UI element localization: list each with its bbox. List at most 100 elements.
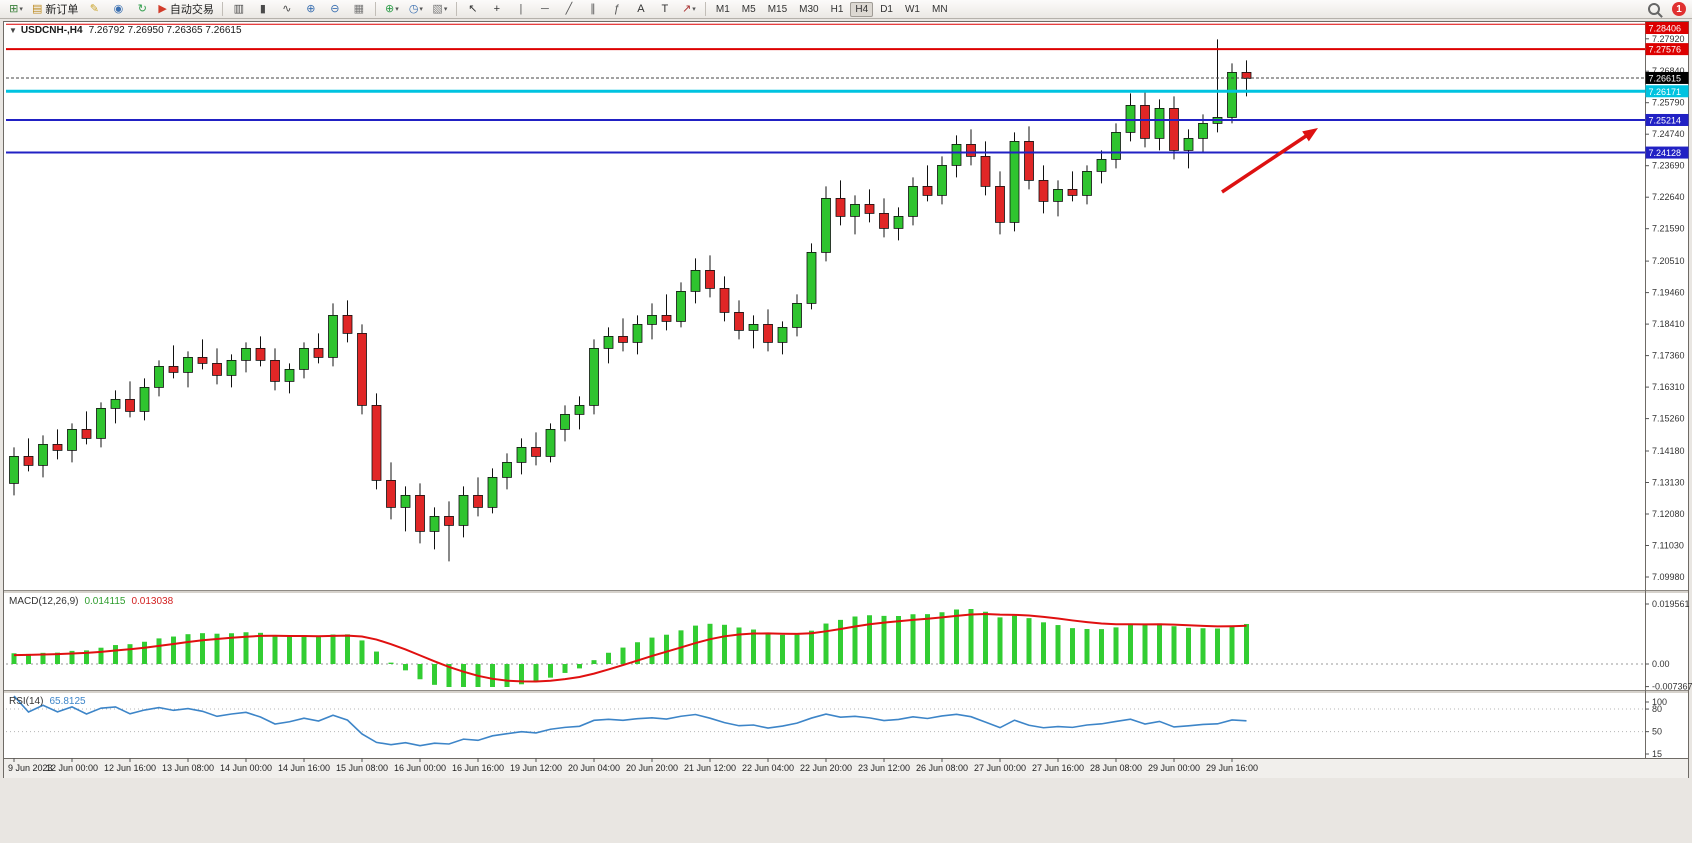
timeframe-d1[interactable]: D1 — [880, 3, 893, 15]
candle — [241, 347, 251, 361]
template-button[interactable]: ▧ ▾ — [429, 0, 451, 18]
timeframe-m15[interactable]: M15 — [767, 3, 788, 15]
arrow-annotation-shaft[interactable] — [1221, 131, 1312, 194]
crosshair-button[interactable]: + — [486, 0, 508, 18]
autotrading-icon: ▶ — [158, 2, 167, 15]
indicators-button[interactable]: ⊕ ▾ — [381, 0, 403, 18]
price-tag — [1645, 22, 1689, 34]
time-axis-label: 9 Jun 2023 — [8, 763, 53, 773]
time-axis-label: 12 Jun 16:00 — [104, 763, 156, 773]
candle — [1111, 131, 1121, 160]
rsi-axis-label: 50 — [1652, 727, 1662, 737]
indicators-icon: ⊕ — [385, 2, 395, 15]
candle — [676, 290, 686, 322]
candle — [908, 185, 918, 217]
timeframe-h1[interactable]: H1 — [830, 3, 844, 15]
autotrading-button-label: 自动交易 — [169, 4, 214, 16]
candle — [299, 347, 309, 370]
horizontal-line-button[interactable]: ─ — [534, 0, 556, 18]
label-button[interactable]: T — [654, 0, 676, 18]
candle — [473, 494, 483, 508]
price-tick-label: 7.16310 — [1652, 382, 1685, 392]
candle — [1067, 188, 1078, 196]
zoom-in-button[interactable]: ⊕ — [300, 0, 322, 18]
timeframe-mn[interactable]: MN — [931, 3, 948, 15]
candle — [183, 356, 193, 373]
price-tick-label: 7.18410 — [1652, 319, 1685, 329]
macd-signal-line — [13, 612, 1247, 683]
dropdown-arrow-icon: ▾ — [692, 6, 696, 13]
time-axis-label: 19 Jun 12:00 — [510, 763, 562, 773]
rsi-label: RSI(14) — [9, 696, 44, 707]
period-button[interactable]: ◷ ▾ — [405, 0, 427, 18]
bar-chart-button[interactable]: ▥ — [228, 0, 250, 18]
panel-splitter[interactable] — [4, 590, 1688, 594]
autotrading-button[interactable]: ▶ 自动交易 — [155, 0, 216, 18]
trendline-button[interactable]: ╱ — [558, 0, 580, 18]
timeframe-w1[interactable]: W1 — [904, 3, 920, 15]
candle — [1024, 140, 1034, 181]
zoom-out-button[interactable]: ⊖ — [324, 0, 346, 18]
timeframe-h4[interactable]: H4 — [850, 1, 874, 17]
price-tick-label: 7.22640 — [1652, 192, 1685, 202]
candle — [81, 428, 92, 439]
candle — [125, 398, 135, 412]
candle — [661, 314, 672, 322]
text-icon: A — [637, 2, 645, 15]
time-axis-label: 22 Jun 20:00 — [800, 763, 852, 773]
text-button[interactable]: A — [630, 0, 652, 18]
timeframe-m30[interactable]: M30 — [799, 3, 819, 15]
candle — [139, 386, 150, 412]
candle — [922, 185, 933, 196]
candle — [313, 347, 324, 358]
arrow-annotation-head[interactable] — [1302, 128, 1318, 142]
candle — [864, 203, 875, 214]
candle — [879, 212, 889, 229]
candle — [893, 215, 904, 229]
profiles-button[interactable]: ✎ — [83, 0, 105, 18]
timeframe-m5[interactable]: M5 — [741, 3, 756, 15]
collapse-icon[interactable]: ▼ — [9, 26, 17, 35]
toolbar-separator — [374, 2, 376, 16]
line-chart-button[interactable]: ∿ — [276, 0, 298, 18]
candle — [270, 359, 280, 382]
candle — [995, 185, 1005, 223]
new-chart-button[interactable]: ⊞ ▾ — [5, 0, 27, 18]
time-axis[interactable] — [4, 758, 1688, 778]
line-chart-icon: ∿ — [282, 2, 292, 15]
refresh-button[interactable]: ↻ — [131, 0, 153, 18]
new-order-button[interactable]: ▤ 新订单 — [29, 0, 81, 18]
vertical-line-button[interactable]: | — [510, 0, 532, 18]
sound-button[interactable]: ◉ — [107, 0, 129, 18]
price-tick-label: 7.21590 — [1652, 224, 1685, 234]
candle — [328, 314, 338, 358]
time-axis-label: 27 Jun 16:00 — [1032, 763, 1084, 773]
candle — [792, 302, 802, 328]
new-chart-icon: ⊞ — [9, 2, 19, 15]
fibonacci-button[interactable]: ƒ — [606, 0, 628, 18]
candle — [574, 404, 585, 415]
toolbar-right: 1 — [1648, 2, 1688, 16]
price-tick-label: 7.23690 — [1652, 161, 1685, 171]
candle — [777, 326, 788, 343]
dropdown-arrow-icon: ▾ — [443, 6, 448, 13]
panel-splitter[interactable] — [4, 690, 1688, 694]
arrows-button[interactable]: ↗ ▾ — [678, 0, 700, 18]
cursor-button[interactable]: ↖ — [462, 0, 484, 18]
toolbar: ⊞ ▾ ▤ 新订单 ✎ ◉ ↻ ▶ 自动交易 ▥ ▮ ∿ ⊕ ⊖ ▦ ⊕ ▾ ◷ ▾ ▧ ▾ ↖ + | ─ ╱ ∥ ƒ A T ↗ ▾ M1 M… — [0, 0, 1692, 19]
candle — [444, 516, 454, 526]
tile-windows-button[interactable]: ▦ — [348, 0, 370, 18]
refresh-icon: ↻ — [137, 2, 148, 15]
price-tag-label: 7.25214 — [1649, 115, 1682, 125]
price-tag — [1645, 43, 1689, 56]
candle — [850, 203, 860, 217]
search-icon[interactable] — [1648, 3, 1660, 15]
candle — [603, 335, 614, 349]
timeframe-m1[interactable]: M1 — [715, 3, 730, 15]
notification-badge[interactable]: 1 — [1672, 2, 1686, 16]
candlestick-button[interactable]: ▮ — [252, 0, 274, 18]
time-axis-label: 26 Jun 08:00 — [916, 763, 968, 773]
channel-button[interactable]: ∥ — [582, 0, 604, 18]
candle — [415, 494, 425, 532]
